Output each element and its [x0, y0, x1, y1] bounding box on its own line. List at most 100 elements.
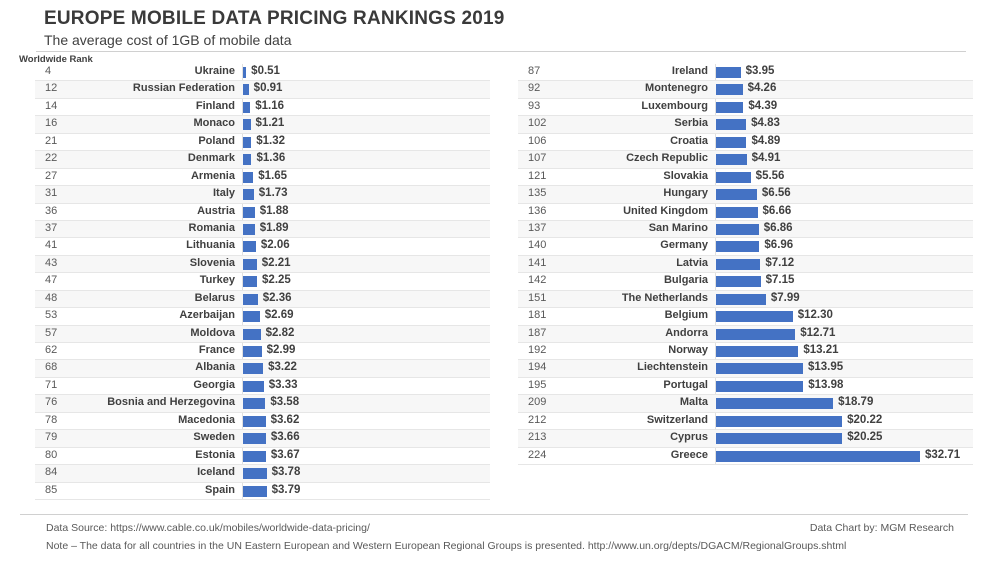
table-row: 57 Moldova $2.82	[35, 325, 490, 343]
table-row: 36 Austria $1.88	[35, 204, 490, 221]
table-row: 135 Hungary $6.56	[518, 186, 973, 204]
country-label: Finland	[195, 99, 235, 112]
rank-label: 135	[528, 187, 547, 200]
rank-label: 16	[45, 117, 58, 130]
rank-label: 48	[45, 291, 58, 304]
table-row: 12 Russian Federation $0.91	[35, 81, 490, 99]
rank-label: 41	[45, 239, 58, 252]
country-label: Lithuania	[186, 239, 235, 252]
value-label: $32.71	[925, 448, 961, 461]
data-bar	[716, 154, 747, 166]
country-label: Slovakia	[663, 169, 708, 182]
value-label: $12.71	[800, 326, 836, 339]
rank-label: 14	[45, 99, 58, 112]
data-bar	[243, 398, 266, 410]
chart-panel-right: 87 Ireland $3.95 92 Montenegro $4.26 93 Luxembo…	[518, 64, 973, 466]
value-label: $3.79	[271, 483, 301, 496]
table-row: 27 Armenia $1.65	[35, 169, 490, 187]
table-row: 137 San Marino $6.86	[518, 220, 973, 239]
table-row: 4 Ukraine $0.51	[35, 64, 490, 82]
country-label: Malta	[679, 396, 708, 409]
rank-label: 53	[45, 309, 58, 322]
rank-label: 71	[45, 378, 58, 391]
table-row: 141 Latvia $7.12	[518, 255, 973, 274]
data-bar	[243, 171, 254, 183]
data-bar	[243, 101, 251, 113]
country-label: Andorra	[665, 326, 708, 339]
data-bar	[716, 189, 757, 201]
rank-label: 137	[528, 221, 547, 234]
value-label: $4.39	[748, 99, 778, 112]
data-bar	[716, 258, 761, 270]
table-row: 92 Montenegro $4.26	[518, 81, 973, 99]
data-bar	[716, 101, 744, 113]
rank-label: 78	[45, 413, 58, 426]
rank-label: 21	[45, 134, 58, 147]
value-label: $4.26	[747, 82, 777, 95]
data-bar	[243, 136, 252, 148]
rank-label: 195	[528, 378, 547, 391]
footer-note: Note – The data for all countries in the…	[46, 540, 847, 552]
table-row: 71 Georgia $3.33	[35, 378, 490, 396]
value-label: $4.91	[751, 152, 781, 165]
value-label: $13.98	[808, 378, 844, 391]
value-label: $4.83	[751, 117, 780, 130]
country-label: Latvia	[676, 256, 708, 269]
data-bar	[716, 311, 793, 323]
data-bar	[243, 206, 255, 218]
country-label: Ireland	[671, 65, 708, 77]
value-label: $12.30	[797, 309, 833, 322]
rank-label: 84	[45, 466, 58, 479]
country-label: Ukraine	[194, 65, 235, 77]
data-bar	[716, 67, 741, 78]
chart-panel-left: 4 Ukraine $0.51 12 Russian Federation $0.91 14…	[35, 64, 490, 501]
rank-label: 224	[528, 448, 547, 461]
value-label: $1.89	[259, 221, 289, 234]
country-label: United Kingdom	[623, 204, 708, 217]
country-label: Greece	[670, 448, 708, 461]
table-row: 48 Belarus $2.36	[35, 290, 490, 309]
value-label: $1.36	[256, 152, 286, 165]
table-row: 78 Macedonia $3.62	[35, 413, 490, 431]
value-label: $1.16	[255, 99, 285, 112]
table-row: 224 Greece $32.71	[518, 448, 973, 466]
table-row: 140 Germany $6.96	[518, 238, 973, 256]
value-label: $3.66	[270, 431, 300, 444]
country-label: Denmark	[187, 152, 235, 165]
country-label: Norway	[668, 344, 708, 356]
table-row: 213 Cyprus $20.25	[518, 430, 973, 448]
country-label: Montenegro	[645, 82, 708, 95]
value-label: $13.21	[803, 344, 839, 356]
table-row: 84 Iceland $3.78	[35, 465, 490, 483]
value-label: $5.56	[755, 169, 785, 182]
table-row: 195 Portugal $13.98	[518, 378, 973, 396]
data-bar	[716, 223, 759, 235]
country-label: Russian Federation	[132, 82, 235, 95]
value-label: $20.22	[847, 413, 883, 426]
country-label: Albania	[195, 361, 235, 374]
country-label: Belgium	[664, 309, 708, 322]
table-row: 47 Turkey $2.25	[35, 273, 490, 291]
value-label: $3.22	[268, 361, 297, 374]
rank-label: 181	[528, 309, 547, 322]
chart-title: EUROPE MOBILE DATA PRICING RANKINGS 2019	[44, 8, 505, 29]
country-label: Poland	[198, 134, 235, 147]
data-bar	[716, 276, 761, 288]
data-bar	[243, 363, 264, 375]
value-label: $7.12	[765, 256, 795, 269]
country-label: Hungary	[663, 187, 708, 200]
data-bar	[243, 311, 260, 323]
rank-column-header: Worldwide Rank	[19, 54, 93, 65]
rank-label: 213	[528, 431, 547, 444]
rank-label: 151	[528, 291, 547, 304]
value-label: $6.56	[761, 187, 791, 200]
data-bar	[716, 293, 766, 305]
data-bar	[716, 415, 843, 427]
data-bar	[243, 67, 247, 78]
value-label: $20.25	[847, 431, 883, 444]
data-bar	[243, 346, 262, 357]
table-row: 181 Belgium $12.30	[518, 308, 973, 326]
data-bar	[243, 380, 264, 392]
country-label: San Marino	[648, 221, 708, 234]
table-row: 107 Czech Republic $4.91	[518, 151, 973, 169]
